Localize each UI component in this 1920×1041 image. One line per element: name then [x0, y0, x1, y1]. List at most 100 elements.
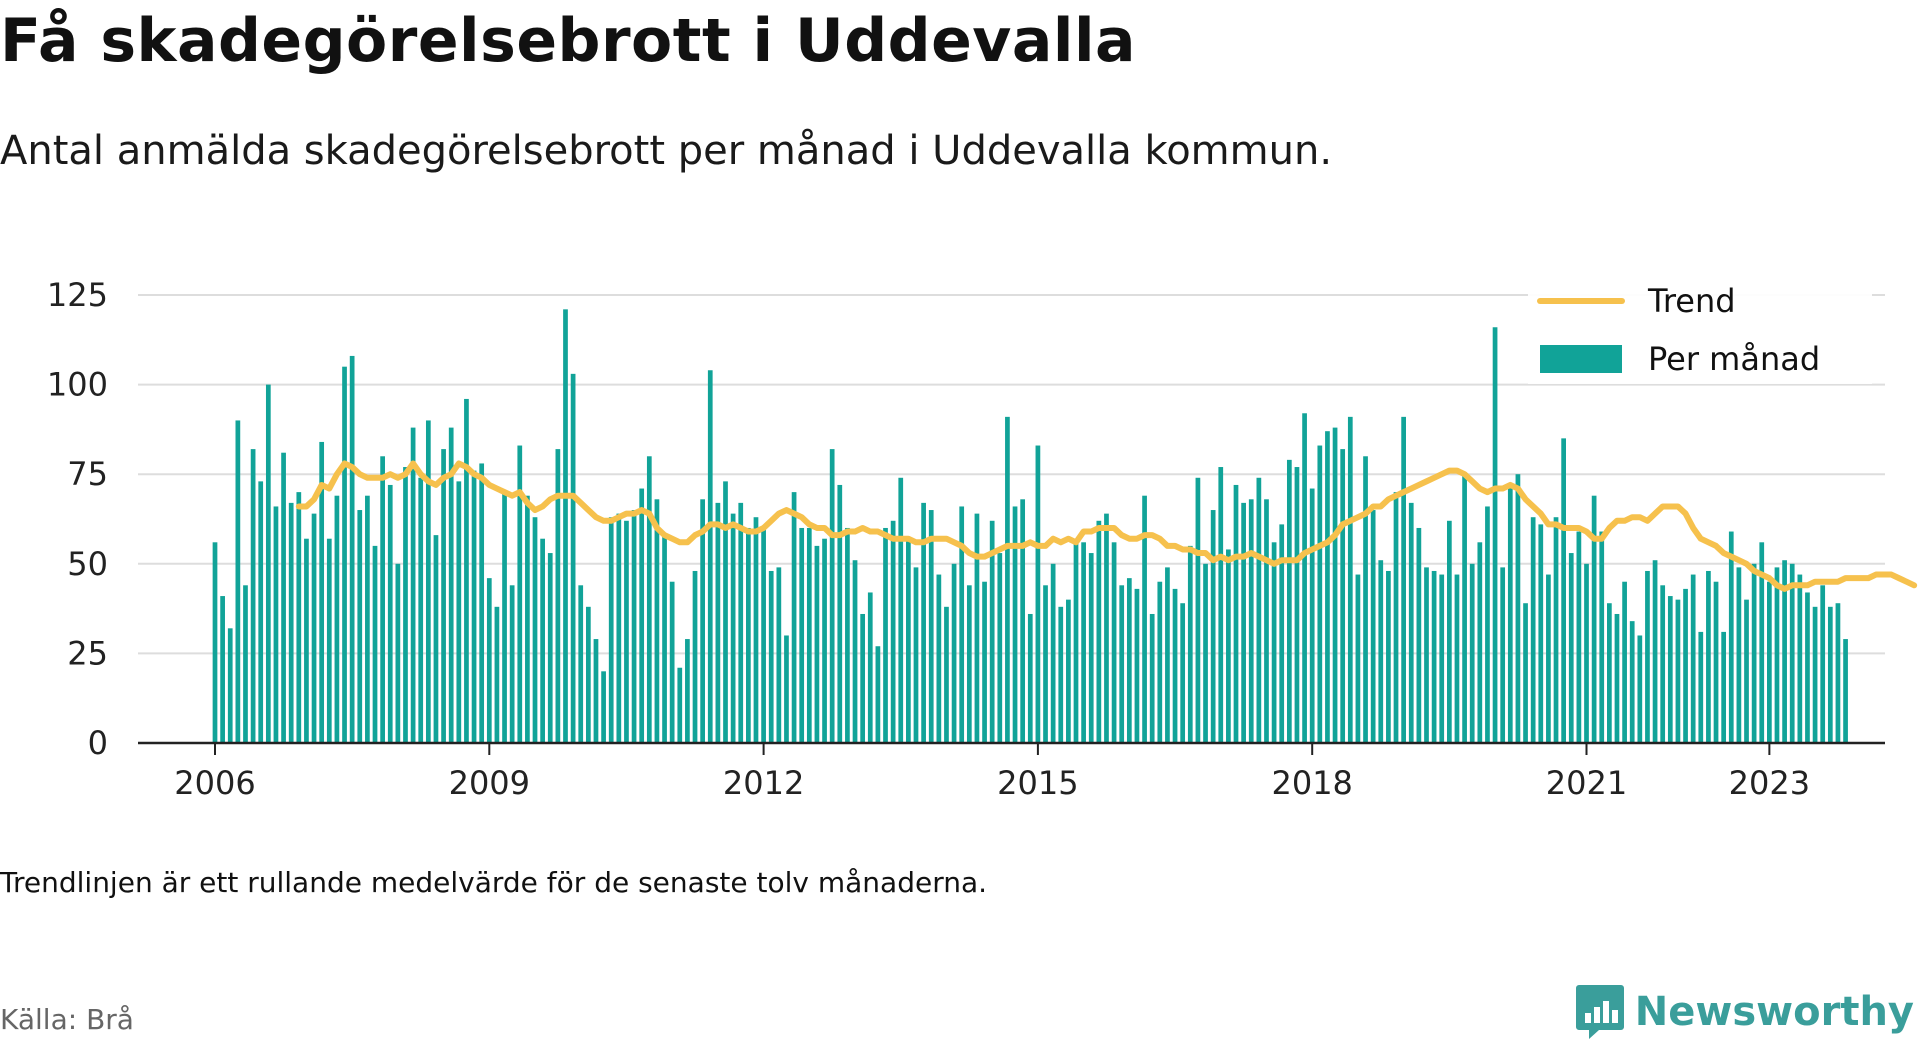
bar — [326, 538, 332, 743]
bar — [845, 527, 850, 743]
bar — [974, 513, 980, 743]
bar — [1690, 574, 1696, 743]
bar — [608, 517, 614, 743]
bar — [1134, 588, 1140, 743]
axes: 0 25 50 75 100 125 2006 2009 2012 2015 2018 2021 202… — [47, 276, 1885, 802]
bar — [1302, 413, 1307, 743]
bar — [380, 456, 385, 743]
bar — [852, 560, 858, 743]
bar — [1233, 484, 1239, 743]
x-tick-label: 2015 — [997, 764, 1078, 802]
bar — [898, 477, 904, 743]
bar — [1645, 570, 1650, 743]
bar — [570, 373, 576, 743]
bar — [906, 538, 911, 743]
bar — [1827, 606, 1833, 743]
bar — [1759, 542, 1765, 743]
bar — [1561, 438, 1566, 743]
bar — [1767, 581, 1772, 743]
y-tick-label: 50 — [67, 545, 108, 583]
y-tick-label: 100 — [47, 366, 108, 404]
bar — [1622, 581, 1627, 743]
bar — [509, 585, 515, 743]
bar — [1027, 613, 1033, 743]
bar — [822, 538, 827, 743]
bar — [243, 585, 248, 743]
bar — [517, 445, 523, 743]
bar — [982, 581, 987, 743]
legend-bar-label: Per månad — [1648, 340, 1820, 378]
bar — [1530, 517, 1536, 743]
bar — [425, 420, 431, 743]
bar — [250, 449, 256, 743]
y-tick-label: 25 — [67, 634, 108, 672]
bar — [1576, 531, 1582, 743]
bar — [1332, 427, 1338, 743]
bar — [1203, 563, 1208, 743]
bar — [1591, 495, 1597, 743]
y-tick-label: 75 — [67, 455, 108, 493]
bar — [486, 578, 492, 743]
bar — [707, 370, 713, 743]
bar — [1698, 631, 1704, 743]
x-tick-label: 2023 — [1729, 764, 1810, 802]
bar — [1446, 520, 1452, 743]
x-tick-label: 2012 — [723, 764, 804, 802]
bar — [1843, 639, 1848, 743]
bar — [624, 520, 629, 743]
bar — [1355, 574, 1361, 743]
bar — [860, 613, 866, 743]
bar — [288, 502, 294, 743]
bar — [1706, 570, 1711, 743]
bar — [235, 420, 241, 743]
bar — [746, 527, 751, 743]
bar — [730, 513, 736, 743]
bar — [1789, 563, 1795, 743]
bar — [1683, 588, 1688, 743]
bar — [342, 366, 347, 743]
bar — [1408, 502, 1414, 743]
bar — [867, 592, 873, 743]
bar — [1721, 631, 1727, 743]
bar — [875, 646, 881, 743]
chart: 0 25 50 75 100 125 2006 2009 2012 2015 2018 2021 202… — [47, 276, 1918, 802]
bar — [1713, 581, 1719, 743]
bar — [1187, 545, 1193, 743]
bar — [936, 574, 942, 743]
bar — [227, 628, 233, 743]
trend-series — [295, 460, 1918, 592]
bar — [631, 510, 637, 743]
bar — [471, 470, 477, 743]
bar — [1439, 574, 1445, 743]
brand-logo[interactable]: Newsworthy — [1575, 983, 1914, 1041]
bar — [1454, 574, 1460, 743]
bar — [1165, 567, 1170, 743]
bar — [692, 570, 698, 743]
bar — [1675, 599, 1681, 743]
bar — [555, 449, 561, 743]
bar — [1264, 499, 1269, 743]
legend-trend-label: Trend — [1647, 282, 1736, 320]
bar — [1660, 585, 1666, 743]
bar — [1584, 563, 1589, 743]
bar — [1317, 445, 1323, 743]
bar — [1492, 327, 1498, 743]
bar — [928, 510, 934, 743]
bar — [1340, 449, 1346, 743]
bar — [441, 449, 446, 743]
bar — [532, 517, 538, 743]
bar — [1279, 524, 1285, 743]
bar — [959, 506, 965, 743]
bar — [1751, 563, 1757, 743]
bar — [784, 635, 789, 743]
bar — [723, 481, 728, 743]
bar — [616, 513, 622, 743]
bar — [1462, 474, 1467, 743]
bar — [1553, 517, 1559, 743]
bar — [1043, 585, 1048, 743]
bar — [944, 606, 949, 743]
bar — [1226, 549, 1231, 743]
bar — [654, 499, 660, 743]
bar — [966, 585, 972, 743]
bar — [319, 441, 325, 743]
